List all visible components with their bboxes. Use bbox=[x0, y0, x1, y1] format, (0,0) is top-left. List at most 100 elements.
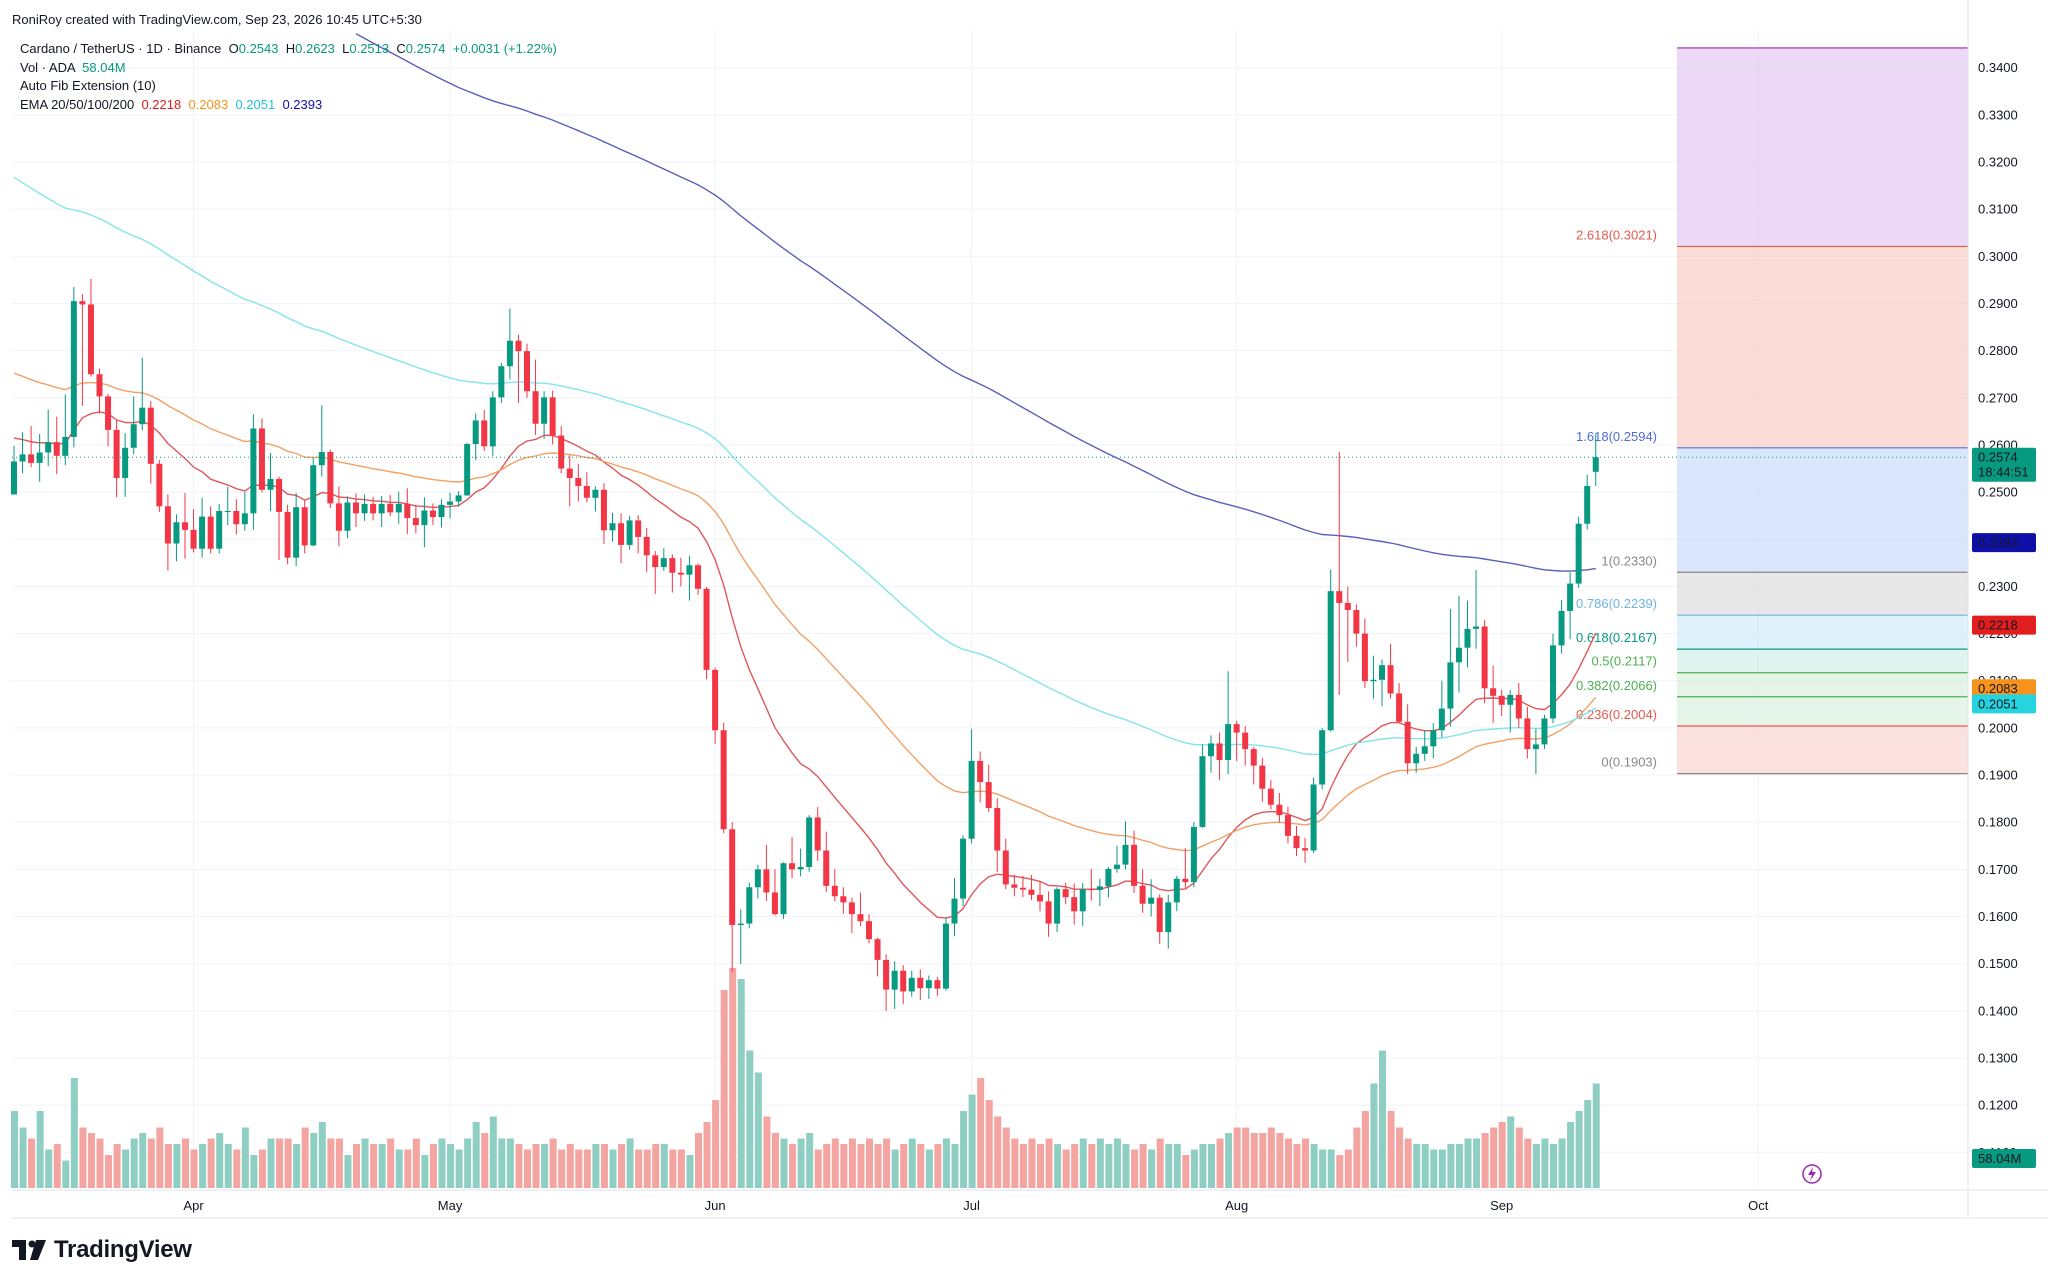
volume-bar bbox=[994, 1116, 1002, 1188]
grid bbox=[12, 30, 1968, 1188]
candle-body bbox=[1575, 523, 1582, 584]
candle-body bbox=[105, 396, 112, 430]
volume-bar bbox=[780, 1138, 788, 1188]
candle-body bbox=[1208, 743, 1214, 757]
candle-body bbox=[635, 520, 642, 537]
fib-label: Auto Fib Extension (10) bbox=[20, 78, 156, 93]
y-tick-label: 0.3000 bbox=[1978, 249, 2018, 264]
fib-zone bbox=[1677, 649, 1968, 673]
volume-bar bbox=[216, 1133, 224, 1188]
candle-body bbox=[11, 461, 17, 495]
candle-body bbox=[737, 923, 744, 925]
y-tick-label: 0.1300 bbox=[1978, 1050, 2018, 1065]
volume-bar bbox=[686, 1155, 694, 1188]
volume-bar bbox=[857, 1144, 865, 1188]
volume-bar bbox=[1190, 1149, 1198, 1188]
y-tick-label: 0.3400 bbox=[1978, 60, 2018, 75]
volume-bar bbox=[626, 1138, 634, 1188]
volume-bar bbox=[1430, 1149, 1438, 1188]
volume-bar bbox=[1139, 1144, 1147, 1188]
volume-bar bbox=[515, 1144, 523, 1188]
candle-body bbox=[139, 407, 146, 425]
candle-body bbox=[583, 485, 590, 498]
volume-bar bbox=[797, 1138, 805, 1188]
candle-body bbox=[1276, 804, 1283, 816]
volume-value: 58.04M bbox=[82, 59, 126, 75]
volume-bar bbox=[250, 1155, 258, 1188]
volume-bar bbox=[1242, 1127, 1250, 1188]
candle-body bbox=[541, 397, 548, 424]
candle-body bbox=[421, 510, 428, 526]
volume-bar bbox=[1498, 1122, 1506, 1188]
candle-body bbox=[994, 808, 1001, 851]
volume-bar bbox=[1592, 1083, 1600, 1188]
candle-body bbox=[429, 510, 436, 518]
volume-bar bbox=[1550, 1144, 1557, 1188]
candle-body bbox=[1567, 583, 1574, 611]
volume-bar bbox=[609, 1149, 617, 1188]
tradingview-logo[interactable]: TradingView bbox=[12, 1236, 192, 1264]
volume-bar bbox=[934, 1144, 942, 1188]
x-tick-label: Sep bbox=[1490, 1198, 1513, 1213]
y-tick-label: 0.1600 bbox=[1978, 909, 2018, 924]
volume-bar bbox=[1353, 1127, 1361, 1188]
volume-bar bbox=[1054, 1144, 1062, 1188]
candle-body bbox=[147, 407, 154, 464]
candle-body bbox=[19, 454, 26, 462]
candle-body bbox=[626, 520, 633, 545]
volume-bar bbox=[62, 1160, 70, 1188]
candle-body bbox=[164, 506, 171, 544]
volume-bar bbox=[113, 1144, 121, 1188]
candle-body bbox=[985, 782, 992, 809]
volume-bar bbox=[951, 1144, 959, 1188]
lightning-icon-bolt bbox=[1808, 1167, 1816, 1181]
candle-body bbox=[609, 523, 616, 531]
candle-body bbox=[1225, 724, 1232, 760]
candle-body bbox=[378, 503, 385, 514]
candle-body bbox=[1498, 695, 1505, 705]
volume-bar bbox=[1062, 1149, 1070, 1188]
volume-bar bbox=[1575, 1111, 1583, 1188]
candle-body bbox=[87, 304, 94, 375]
y-tick-label: 0.1900 bbox=[1978, 768, 2018, 783]
volume-bar bbox=[421, 1155, 429, 1188]
volume-bar bbox=[267, 1138, 275, 1188]
candle-body bbox=[53, 442, 60, 456]
ohlc-o-label: O bbox=[228, 41, 239, 56]
fib-row[interactable]: Auto Fib Extension (10) bbox=[20, 77, 557, 96]
candle-body bbox=[113, 429, 120, 478]
candle-body bbox=[1532, 744, 1539, 750]
candle-body bbox=[1421, 746, 1428, 754]
volume-row[interactable]: Vol · ADA 58.04M bbox=[20, 59, 557, 78]
volume-bar bbox=[284, 1138, 292, 1188]
candle-body bbox=[942, 923, 949, 989]
volume-bar bbox=[378, 1144, 386, 1188]
symbol-row[interactable]: Cardano / TetherUS · 1D · Binance O0.254… bbox=[20, 40, 557, 59]
candle-body bbox=[960, 838, 967, 899]
candle-body bbox=[874, 939, 881, 960]
candle-body bbox=[934, 980, 941, 989]
candle-body bbox=[1404, 721, 1411, 764]
ema-row[interactable]: EMA 20/50/100/200 0.2218 0.2083 0.2051 0… bbox=[20, 96, 557, 115]
y-tick-label: 0.3300 bbox=[1978, 107, 2018, 122]
volume-bar bbox=[361, 1138, 369, 1188]
candle-body bbox=[592, 489, 599, 498]
tradingview-logo-icon bbox=[12, 1240, 46, 1260]
candle-body bbox=[455, 495, 462, 502]
volume-bar bbox=[806, 1133, 814, 1188]
fib-level-label: 0.786(0.2239) bbox=[1576, 596, 1657, 611]
candle-body bbox=[669, 558, 676, 573]
candle-body bbox=[1079, 889, 1086, 912]
candle-body bbox=[831, 885, 838, 897]
candle-body bbox=[891, 970, 898, 990]
candle-body bbox=[1131, 844, 1138, 886]
volume-bar bbox=[754, 1072, 762, 1188]
volume-bar bbox=[1019, 1144, 1027, 1188]
volume-bar bbox=[464, 1138, 472, 1188]
volume-bar bbox=[1028, 1138, 1036, 1188]
symbol-name: Cardano / TetherUS · 1D · Binance bbox=[20, 41, 222, 56]
volume-bar bbox=[139, 1133, 147, 1188]
volume-bar bbox=[105, 1155, 113, 1188]
candle-body bbox=[301, 507, 308, 546]
